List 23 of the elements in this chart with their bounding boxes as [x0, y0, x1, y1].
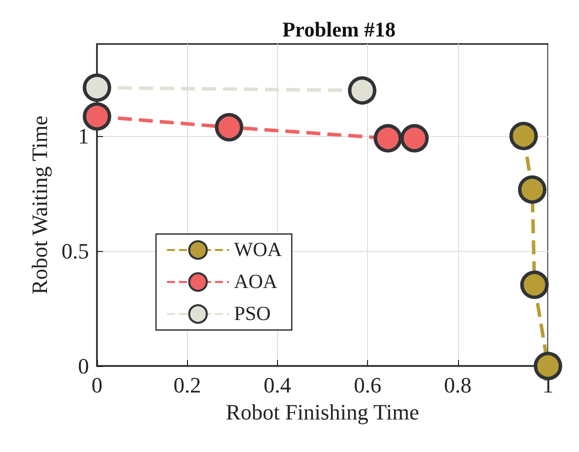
point — [509, 122, 538, 150]
point — [518, 175, 546, 204]
y-tick-label: 1 — [78, 124, 89, 148]
point — [82, 73, 112, 102]
y-axis-title: Robot Waiting Time — [27, 116, 52, 294]
legend-label: AOA — [234, 271, 278, 293]
point — [534, 352, 562, 380]
chart-title: Problem #18 — [282, 18, 396, 42]
point — [520, 270, 549, 300]
x-tick-label: 0.8 — [444, 372, 472, 398]
x-tick-label: 0.2 — [173, 372, 201, 398]
y-tick-label: 0 — [78, 354, 89, 378]
point — [400, 124, 429, 153]
x-tick-label: 0.4 — [264, 372, 292, 398]
legend-label: WOA — [234, 239, 282, 261]
legend-label: PSO — [234, 303, 271, 325]
y-tick-label: 0.5 — [62, 238, 89, 264]
x-tick-label: 0.6 — [354, 372, 382, 398]
point — [82, 102, 112, 131]
point — [374, 124, 402, 153]
point — [214, 113, 244, 142]
point — [348, 76, 376, 105]
x-axis-title: Robot Finishing Time — [226, 400, 420, 424]
